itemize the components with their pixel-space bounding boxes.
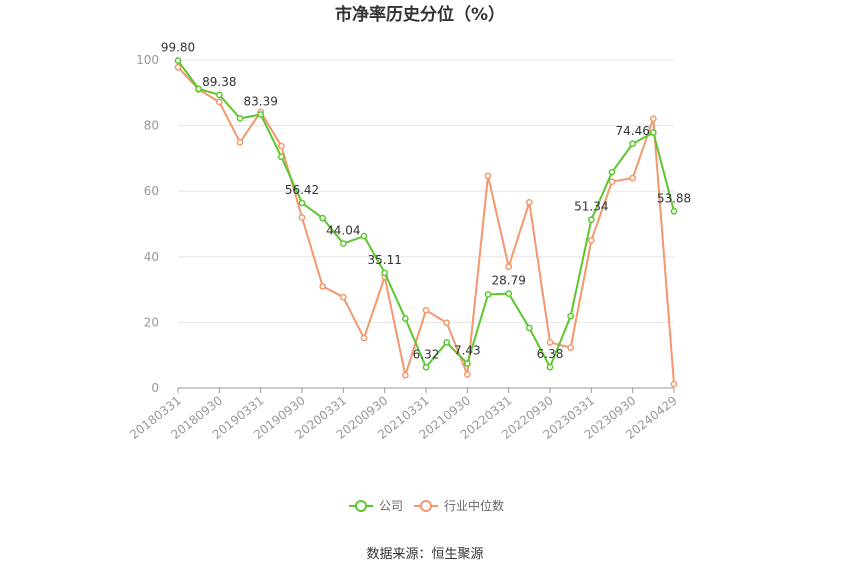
data-point (484, 172, 492, 180)
legend: 公司 行业中位数 (349, 498, 504, 513)
data-point (649, 129, 657, 136)
legend-marker (420, 500, 432, 512)
data-point (401, 315, 409, 322)
data-point (484, 291, 492, 298)
legend-item: 公司 (349, 499, 403, 513)
data-label: 51.34 (574, 200, 608, 214)
data-point (525, 324, 533, 332)
data-point (339, 293, 347, 301)
y-tick-label: 0 (151, 381, 159, 395)
legend-label: 公司 (379, 499, 403, 513)
data-point (608, 178, 616, 186)
data-point (257, 111, 265, 118)
data-label: 83.39 (243, 94, 277, 108)
chart-title: 市净率历史分位（%） (335, 4, 505, 25)
data-point (463, 371, 471, 378)
data-point (339, 240, 347, 247)
y-tick-label: 100 (136, 53, 159, 67)
y-tick-label: 60 (144, 184, 159, 198)
data-point (670, 207, 678, 215)
data-point (587, 216, 595, 223)
data-point (195, 85, 203, 93)
data-point (649, 115, 657, 123)
data-point (629, 140, 637, 148)
data-point (443, 339, 451, 346)
data-label: 89.38 (202, 75, 236, 89)
data-point (381, 269, 389, 277)
data-point (670, 380, 678, 388)
data-point (236, 138, 244, 146)
y-tick-label: 20 (144, 315, 159, 329)
data-labels: 99.80 89.38 83.39 56.42 44.04 35.11 6.32 7.43 28… (161, 41, 691, 362)
data-point (546, 363, 554, 371)
axes: 0204060801002018033120180930201903312019… (127, 53, 680, 442)
data-point (546, 339, 554, 346)
data-point (360, 334, 368, 342)
data-point (401, 371, 409, 379)
data-point (298, 214, 306, 221)
data-label: 28.79 (491, 274, 525, 288)
data-point (277, 142, 285, 150)
data-label: 6.32 (413, 347, 440, 361)
y-tick-label: 80 (144, 119, 159, 133)
data-point (422, 363, 430, 371)
data-point (629, 174, 637, 182)
data-label: 44.04 (326, 224, 360, 238)
data-point (215, 91, 223, 99)
data-label: 53.88 (657, 191, 691, 205)
data-point (215, 98, 223, 106)
data-point (319, 214, 327, 222)
data-point (174, 63, 182, 71)
data-point (587, 237, 595, 244)
data-point (505, 263, 513, 270)
legend-marker (355, 500, 367, 512)
data-point (319, 282, 327, 290)
data-point (505, 290, 513, 297)
grid-lines (178, 59, 674, 323)
data-point (443, 319, 451, 327)
data-label: 99.80 (161, 41, 195, 55)
data-point (567, 312, 575, 320)
data-point (422, 306, 430, 314)
data-label: 56.42 (285, 183, 319, 197)
series-line-industry-median (177, 66, 675, 385)
y-tick-label: 40 (144, 250, 159, 264)
data-label: 74.46 (615, 124, 649, 138)
data-point (525, 199, 533, 206)
legend-item: 行业中位数 (414, 498, 504, 513)
data-point (567, 344, 575, 352)
series-group (174, 57, 678, 388)
data-point (608, 168, 616, 176)
data-label: 35.11 (367, 253, 401, 267)
data-point (277, 153, 285, 161)
legend-label: 行业中位数 (444, 498, 504, 513)
data-label: 6.38 (537, 347, 564, 361)
data-point (174, 57, 182, 65)
data-point (463, 360, 471, 367)
data-point (298, 199, 306, 207)
data-label: 7.43 (454, 344, 481, 358)
data-point (236, 115, 244, 122)
data-point (360, 232, 368, 240)
source-note: 数据来源：恒生聚源 (366, 547, 483, 562)
